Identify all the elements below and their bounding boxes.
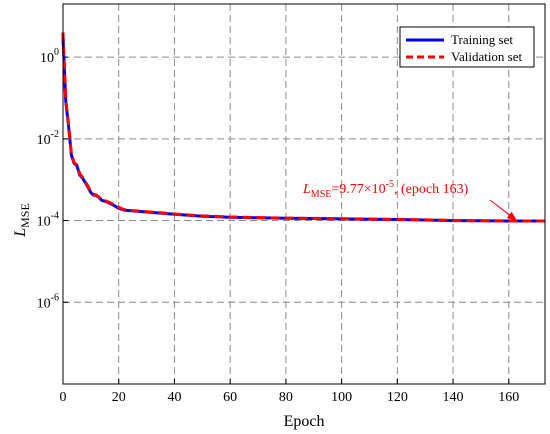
annotation-arrowhead: [506, 211, 518, 221]
x-tick-label: 120: [387, 390, 408, 405]
legend: Training set Validation set: [399, 26, 535, 68]
x-tick-label: 60: [223, 390, 237, 405]
y-tick-label: 100: [40, 47, 59, 66]
plot-frame: [62, 3, 546, 385]
y-tick-label: 10-2: [37, 129, 59, 148]
x-tick-label: 80: [279, 390, 293, 405]
x-axis-label: Epoch: [284, 413, 325, 430]
svg-text:LMSE: LMSE: [12, 203, 32, 238]
y-tick-label: 10-4: [37, 211, 59, 230]
y-tick-exponent: -4: [51, 211, 59, 222]
y-tick-label: 10-6: [37, 292, 59, 311]
legend-label-training: Training set: [451, 32, 513, 47]
x-tick-label: 40: [167, 390, 181, 405]
y-tick-exponent: -6: [51, 292, 59, 303]
y-axis-label-sub: MSE: [18, 203, 32, 228]
x-axis-ticks: 0 20 40 60 80 100 120 140 160: [60, 379, 519, 405]
x-tick-label: 0: [60, 390, 67, 405]
legend-box: [399, 26, 535, 68]
series-line-validation: [61, 32, 545, 223]
legend-label-validation: Validation set: [451, 49, 523, 64]
y-tick-base: 10: [40, 51, 54, 66]
annotation-sub: MSE: [311, 189, 332, 200]
annotation-exp: -5: [386, 179, 394, 190]
x-tick-label: 140: [443, 390, 464, 405]
y-tick-base: 10: [37, 215, 51, 230]
svg-text:LMSE=9.77×10-5, (epoch 163): LMSE=9.77×10-5, (epoch 163): [302, 179, 469, 200]
y-tick-base: 10: [37, 296, 51, 311]
annotation-suffix: , (epoch 163): [394, 182, 469, 197]
annotation-prefix: L: [302, 182, 311, 197]
series-lines: [61, 32, 545, 223]
x-tick-label: 20: [112, 390, 126, 405]
annotation: LMSE=9.77×10-5, (epoch 163): [302, 179, 518, 222]
x-tick-label: 100: [331, 390, 352, 405]
y-axis-label: LMSE: [12, 203, 32, 238]
y-axis-label-main: L: [12, 228, 29, 238]
y-tick-base: 10: [37, 133, 51, 148]
annotation-mid: =9.77×10: [331, 182, 385, 197]
x-tick-label: 160: [498, 390, 519, 405]
y-tick-exponent: 0: [54, 47, 59, 58]
y-tick-exponent: -2: [51, 129, 59, 140]
